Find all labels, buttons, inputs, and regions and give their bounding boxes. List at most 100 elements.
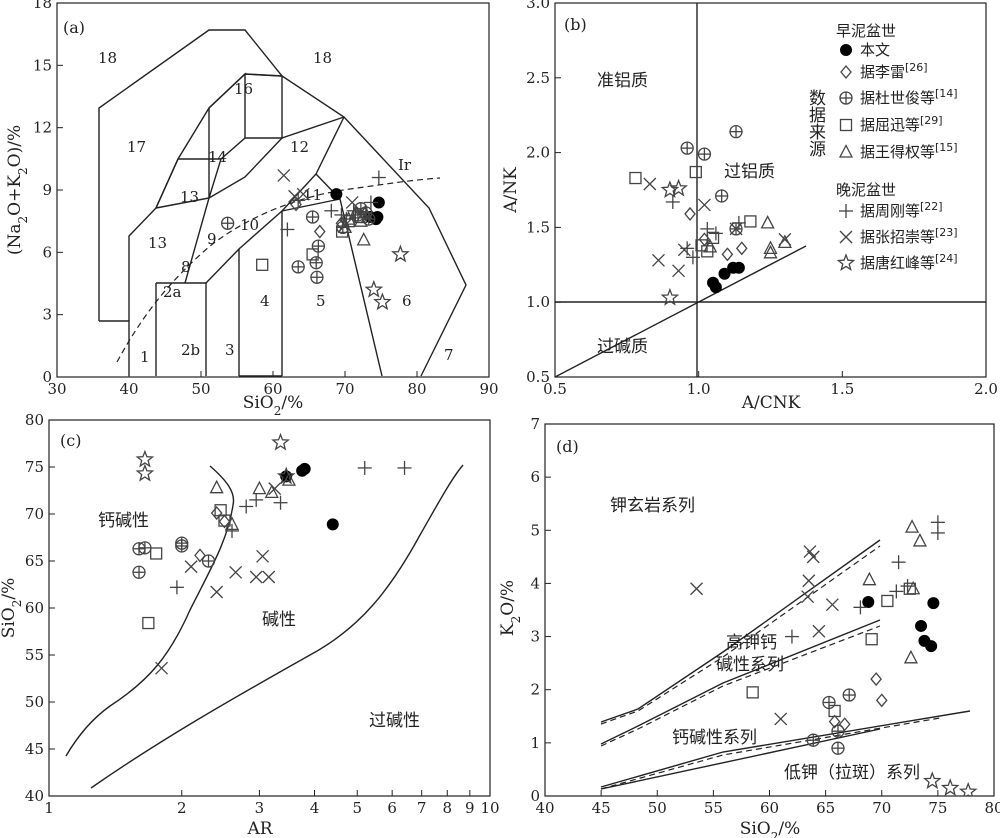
point-wang-dequan xyxy=(777,234,792,249)
panel-d-xtick-label: 70 xyxy=(872,799,891,817)
point-du-shijun xyxy=(305,210,320,224)
point-zhang-zhaochong xyxy=(184,560,198,574)
point-zhou-gang xyxy=(280,222,295,237)
point-tang-hongfeng xyxy=(922,771,942,790)
point-qu-xun xyxy=(744,215,757,228)
panel-c-ytick-label: 55 xyxy=(25,646,44,664)
legend-item-du-shijun: 据杜世俊等[14] xyxy=(860,87,958,108)
point-du-shijun xyxy=(680,141,694,155)
legend-item-qu-xun: 据屈迅等[29] xyxy=(860,114,943,135)
point-zhou-gang xyxy=(900,579,915,594)
panel-b: 0.5 1.0 1.5 2.0 0.5 1.0 1.5 2.0 2.5 3.0 (b) 准铝质 过… xyxy=(501,0,998,413)
panel-a-ytick-label: 15 xyxy=(33,56,52,74)
point-wang-dequan xyxy=(703,238,718,253)
legend-source-title: 数据来源 xyxy=(805,89,826,158)
point-zhang-zhaochong xyxy=(229,565,243,579)
panel-d-marks xyxy=(690,515,978,796)
point-du-shijun xyxy=(310,270,324,284)
point-zhou-gang xyxy=(700,221,715,236)
panel-d-ytick-label: 1 xyxy=(530,734,540,752)
point-qu-xun xyxy=(746,686,759,699)
field-label-9: 9 xyxy=(207,230,217,248)
legend-ref-zhang-zhaochong: [23] xyxy=(935,226,958,239)
point-du-shijun xyxy=(132,565,146,579)
panel-a-ytick-label: 0 xyxy=(42,368,52,386)
panel-a-marks xyxy=(220,168,410,311)
panel-d-xlabel: SiO2/% xyxy=(740,819,801,838)
panel-c-ytick-label: 70 xyxy=(25,505,44,523)
point-this-study xyxy=(371,211,384,224)
point-this-study xyxy=(709,281,722,294)
point-li-lei xyxy=(194,548,206,563)
point-li-lei xyxy=(828,714,841,729)
point-this-study xyxy=(718,267,731,280)
field-label-peralkaline-c: 过碱性 xyxy=(369,711,420,731)
point-zhang-zhaochong xyxy=(345,196,359,209)
panel-c-ytick-label: 40 xyxy=(25,787,44,805)
panel-b-xlabel: A/CNK xyxy=(741,393,801,413)
field-label-13: 13 xyxy=(148,234,167,252)
panel-a-ytick-label: 18 xyxy=(33,0,52,12)
panel-b-label: (b) xyxy=(564,15,587,34)
panel-c-ytick-label: 45 xyxy=(25,740,44,758)
point-du-shijun xyxy=(842,688,856,702)
point-zhou-gang xyxy=(324,203,339,218)
point-qu-xun xyxy=(689,165,702,179)
panel-d-xtick-label: 65 xyxy=(816,799,835,817)
field-label-1: 1 xyxy=(140,348,150,366)
panel-b-ytick-label: 3.0 xyxy=(526,0,550,12)
point-qu-xun xyxy=(706,231,720,245)
panel-d-xtick-label: 75 xyxy=(928,799,947,817)
panel-c-xtick-label: 1 xyxy=(44,799,54,817)
panel-b-ytick-label: 2.0 xyxy=(526,144,550,162)
point-zhang-zhaochong xyxy=(802,574,816,588)
point-zhou-gang xyxy=(371,170,386,185)
panel-a-ytick-label: 9 xyxy=(42,181,52,199)
panel-d-xtick-label: 80 xyxy=(984,799,1000,817)
point-li-lei xyxy=(870,672,882,687)
point-this-study xyxy=(298,462,311,475)
point-du-shijun xyxy=(220,216,235,230)
panel-c-fields xyxy=(65,464,464,789)
panel-b-ytick-label: 2.5 xyxy=(526,69,550,87)
field-label-2b: 2b xyxy=(181,341,200,359)
field-label-18-left: 18 xyxy=(98,49,117,67)
panel-b-ylabel: A/NK xyxy=(501,167,521,214)
panel-c-xtick-label: 5 xyxy=(352,799,362,817)
panel-a-xtick-label: 40 xyxy=(119,380,138,398)
point-li-lei xyxy=(210,506,223,521)
point-zhou-gang xyxy=(225,523,240,538)
point-this-study xyxy=(927,597,940,610)
panel-c-xtick-label: 9 xyxy=(465,799,475,817)
field-label-4: 4 xyxy=(260,292,270,310)
panel-d-xtick-label: 40 xyxy=(535,799,554,817)
point-zhang-zhaochong xyxy=(268,482,282,496)
point-wang-dequan xyxy=(862,571,877,586)
field-label-peralkaline: 过碱质 xyxy=(597,337,648,357)
point-zhou-gang xyxy=(784,629,799,644)
point-li-lei xyxy=(875,693,888,708)
point-zhou-gang xyxy=(239,499,254,514)
panel-d-xtick-label: 60 xyxy=(760,799,779,817)
legend-item-zhou-gang: 据周刚等[22] xyxy=(860,200,943,221)
legend-marker-li-lei xyxy=(840,64,852,80)
field-label-8: 8 xyxy=(181,258,191,276)
point-du-shijun xyxy=(806,733,820,747)
point-qu-xun xyxy=(828,704,841,718)
point-li-lei xyxy=(313,224,326,239)
panel-d-ytick-label: 4 xyxy=(530,574,540,592)
panel-a-xtick-label: 60 xyxy=(263,380,282,398)
point-wang-dequan xyxy=(763,244,778,259)
panel-a-ytick-label: 3 xyxy=(42,306,52,324)
legend-marker-wang-dequan xyxy=(838,144,854,158)
legend-marker-zhou-gang xyxy=(839,204,853,218)
field-label-peraluminous: 过铝质 xyxy=(724,162,775,182)
point-wang-dequan xyxy=(912,533,927,547)
panel-a-ytick-label: 6 xyxy=(42,243,52,261)
point-zhang-zhaochong xyxy=(360,210,374,224)
point-zhang-zhaochong xyxy=(256,549,270,563)
panel-c-ylabel: SiO2/% xyxy=(0,578,24,639)
point-zhou-gang xyxy=(889,584,904,599)
field-label-6: 6 xyxy=(402,292,412,310)
